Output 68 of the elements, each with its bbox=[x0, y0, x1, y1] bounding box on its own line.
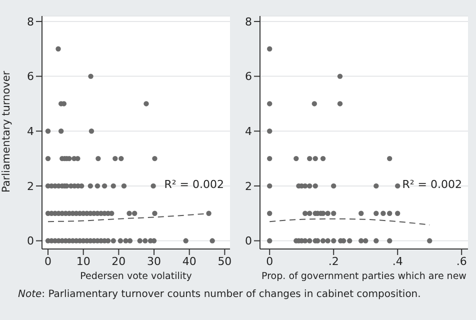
point bbox=[312, 156, 318, 162]
point bbox=[331, 238, 336, 244]
point bbox=[267, 156, 272, 162]
point bbox=[267, 238, 272, 244]
point bbox=[387, 156, 392, 162]
point bbox=[387, 210, 392, 216]
point bbox=[312, 101, 317, 106]
point bbox=[267, 210, 272, 216]
point bbox=[363, 238, 368, 244]
point bbox=[358, 238, 364, 244]
line-series bbox=[269, 218, 430, 226]
x-tick-label: 40 bbox=[182, 254, 196, 268]
annotation: R² = 0.002 bbox=[402, 178, 462, 191]
point bbox=[267, 101, 272, 106]
annotation: R² = 0.002 bbox=[164, 178, 224, 191]
y-tick-label: 6 bbox=[245, 70, 252, 84]
y-tick-label: 6 bbox=[27, 70, 34, 84]
point bbox=[380, 210, 386, 216]
point bbox=[267, 183, 272, 189]
x-tick-label: 50 bbox=[218, 254, 232, 268]
text: Note: Parliamentary turnover counts number of changes in cabinet composition. bbox=[17, 288, 422, 300]
point bbox=[387, 238, 392, 244]
point bbox=[395, 183, 400, 189]
x-axis-title: Prop. of government parties which are new bbox=[262, 271, 467, 282]
y-tick-label: 4 bbox=[245, 125, 252, 138]
x-tick-label: 20 bbox=[112, 254, 126, 268]
point bbox=[374, 210, 379, 216]
x-axis-title: Pedersen vote volatility bbox=[80, 271, 192, 282]
point bbox=[395, 210, 400, 216]
y-tick-label: 8 bbox=[245, 15, 252, 28]
point bbox=[312, 183, 318, 189]
x-tick-label: .2 bbox=[328, 254, 339, 268]
y-tick-label: 8 bbox=[27, 15, 34, 28]
point bbox=[325, 210, 330, 216]
point bbox=[427, 238, 432, 244]
y-tick-label: 2 bbox=[27, 180, 34, 193]
point bbox=[347, 238, 352, 244]
point bbox=[374, 238, 379, 244]
y-tick-label: 0 bbox=[27, 234, 34, 248]
point bbox=[302, 183, 308, 189]
x-tick-label: .6 bbox=[456, 254, 467, 268]
point bbox=[302, 210, 308, 216]
point bbox=[307, 183, 312, 189]
y-tick-label: 0 bbox=[245, 234, 252, 248]
y-tick-label: 2 bbox=[245, 180, 252, 193]
x-tick-label: 0 bbox=[44, 254, 52, 268]
point bbox=[331, 183, 336, 189]
x-tick-label: .4 bbox=[392, 254, 403, 268]
x-tick-label: 10 bbox=[76, 254, 90, 268]
point bbox=[302, 238, 308, 244]
x-tick-label: 30 bbox=[147, 254, 162, 268]
y-tick-label: 4 bbox=[27, 125, 34, 138]
point bbox=[307, 156, 312, 162]
point bbox=[267, 46, 272, 52]
point bbox=[267, 128, 272, 134]
point bbox=[337, 74, 343, 79]
point bbox=[374, 183, 379, 189]
point bbox=[320, 238, 326, 244]
point bbox=[307, 210, 312, 216]
x-tick-label: 0 bbox=[266, 254, 274, 268]
y-axis-title: Parliamentary turnover bbox=[0, 70, 13, 192]
point bbox=[358, 210, 364, 216]
point bbox=[294, 156, 299, 162]
point bbox=[331, 210, 336, 216]
point bbox=[337, 101, 343, 106]
point bbox=[307, 238, 312, 244]
point bbox=[325, 238, 330, 244]
point bbox=[320, 156, 326, 162]
